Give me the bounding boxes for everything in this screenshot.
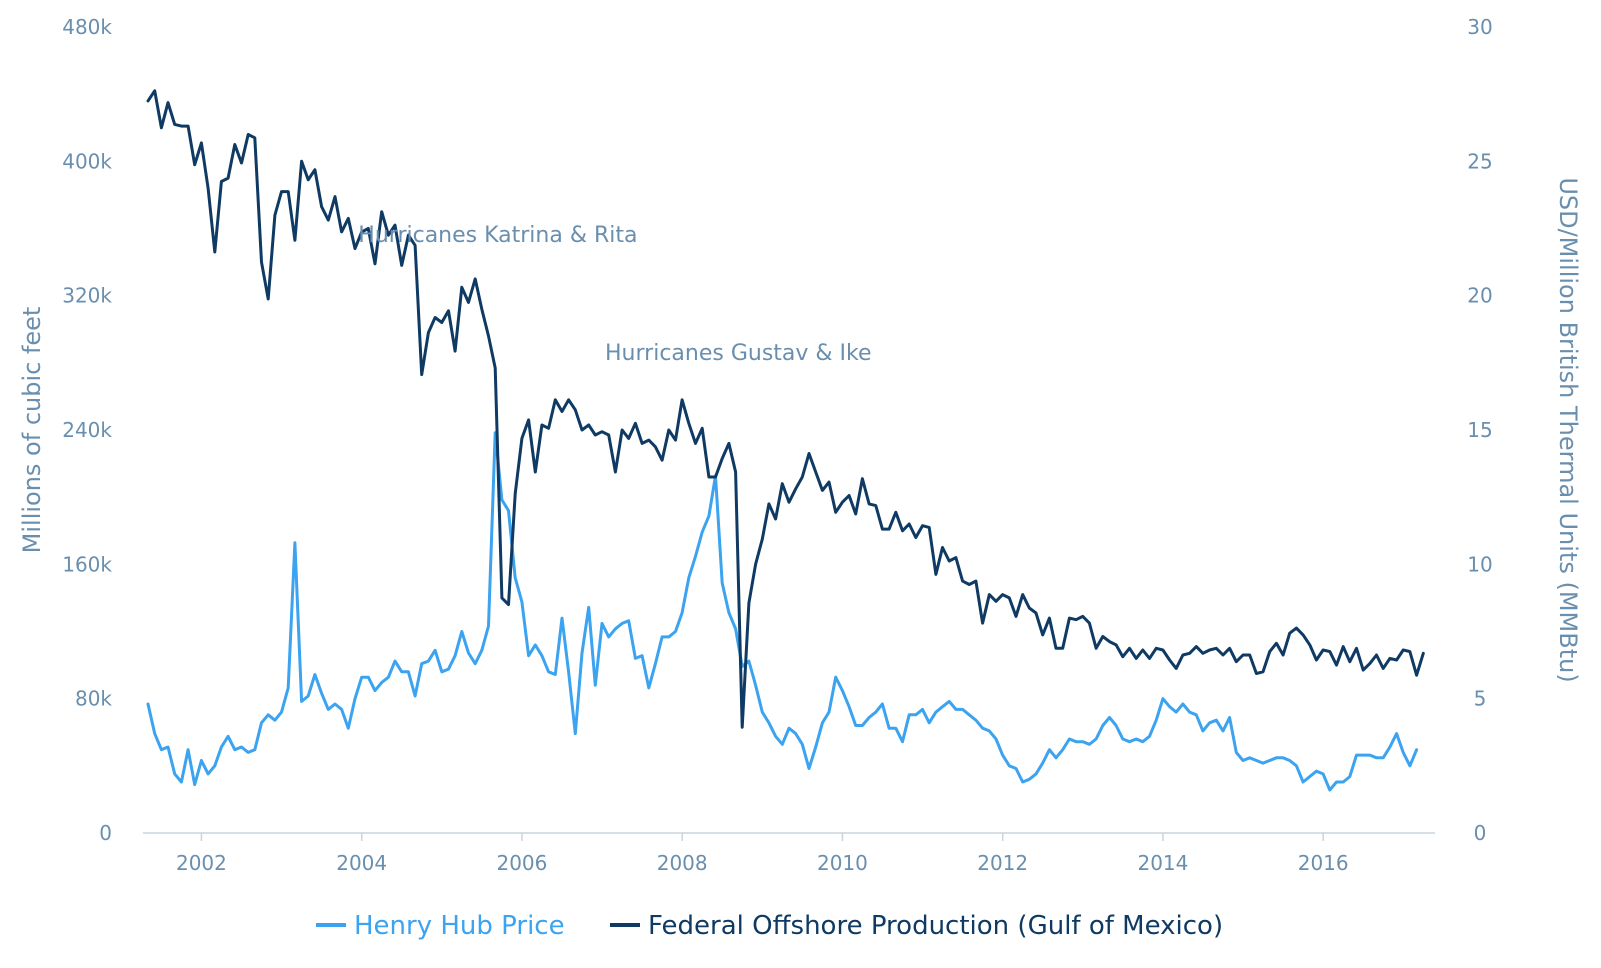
right-axis-ticks: 0 5 10 15 20 25 30 [1467,15,1492,845]
right-tick-label: 25 [1467,149,1492,173]
x-tick-label: 2010 [817,851,868,875]
left-tick-label: 160k [62,552,112,576]
right-tick-label: 0 [1474,821,1487,845]
annotation-label: Hurricanes Gustav & Ike [605,341,872,366]
left-tick-label: 240k [62,418,112,442]
right-tick-label: 15 [1467,418,1492,442]
x-tick-label: 2012 [977,851,1028,875]
left-axis-title: Millions of cubic feet [18,307,46,554]
annotation-layer: Hurricanes Katrina & Rita Hurricanes Gust… [358,223,871,366]
henry-hub-price-line [146,431,1419,792]
right-tick-label: 5 [1474,687,1487,711]
legend-label-henry-hub: Henry Hub Price [354,911,565,941]
right-tick-label: 30 [1467,15,1492,39]
federal-offshore-production-line [146,89,1425,729]
x-tick-label: 2008 [657,851,708,875]
x-tick-label: 2006 [496,851,547,875]
x-tick-label: 2002 [176,851,227,875]
right-tick-label: 10 [1467,552,1492,576]
legend: Henry Hub Price Federal Offshore Producti… [316,911,1223,941]
right-tick-label: 20 [1467,284,1492,308]
x-tick-label: 2014 [1137,851,1188,875]
left-tick-label: 400k [62,149,112,173]
left-tick-label: 480k [62,15,112,39]
x-tick-label: 2004 [336,851,387,875]
annotation-label: Hurricanes Katrina & Rita [358,223,637,248]
x-axis-ticks: 2002 2004 2006 2008 2010 2012 2014 2016 [176,833,1349,875]
series-layer [146,89,1425,792]
left-tick-label: 320k [62,284,112,308]
left-tick-label: 0 [99,821,112,845]
legend-label-offshore-production: Federal Offshore Production (Gulf of Mex… [648,911,1223,941]
x-tick-label: 2016 [1298,851,1349,875]
right-axis-title: USD/Million British Thermal Units (MMBtu… [1554,177,1582,682]
left-axis-ticks: 0 80k 160k 240k 320k 400k 480k [62,15,112,845]
left-tick-label: 80k [75,687,112,711]
